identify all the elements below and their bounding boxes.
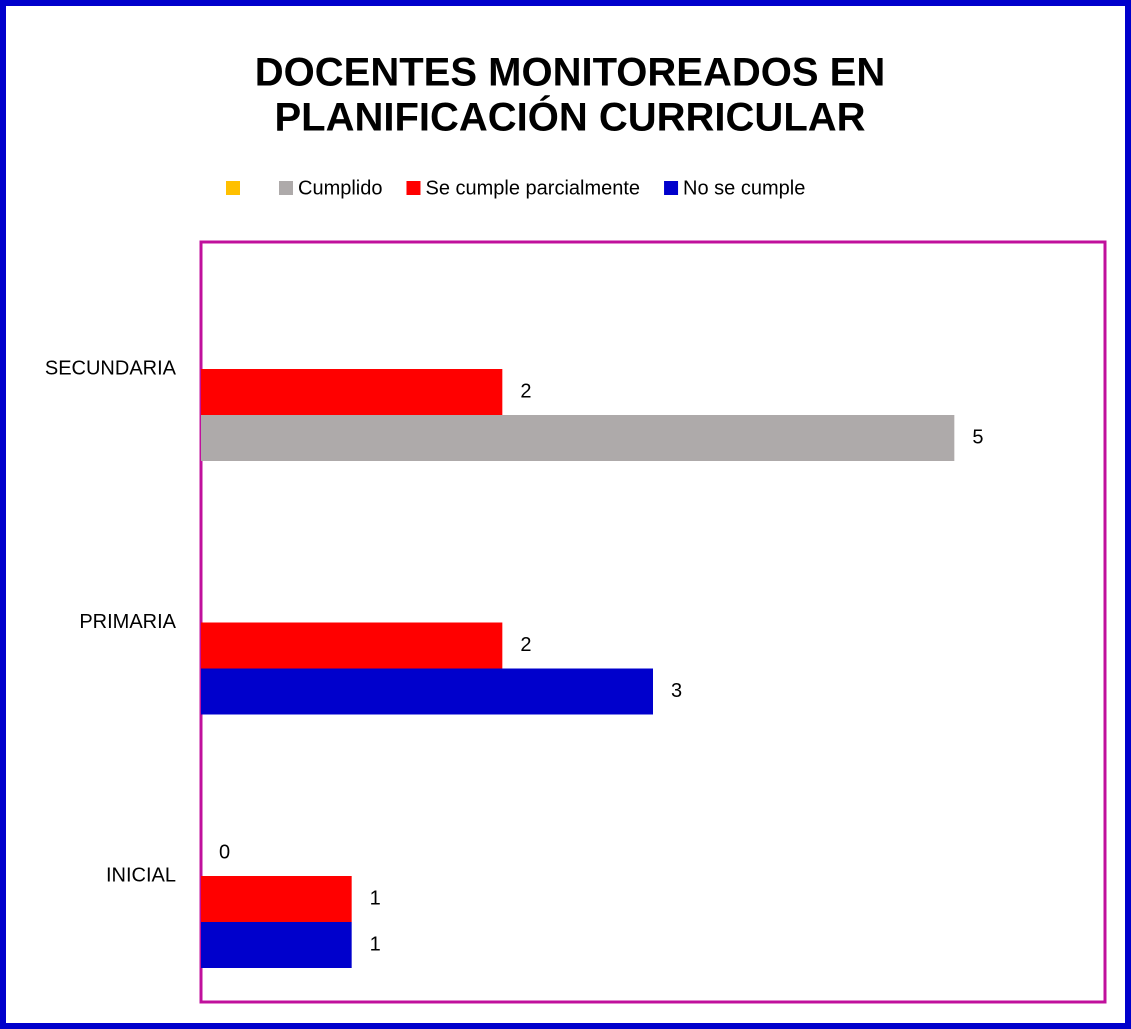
- legend-label: No se cumple: [683, 177, 805, 199]
- legend-swatch: [664, 181, 679, 195]
- bar: [201, 876, 352, 922]
- data-label: 2: [520, 380, 531, 402]
- bar: [201, 622, 503, 669]
- legend-label: Cumplido: [298, 177, 382, 199]
- data-label: 2: [520, 634, 531, 656]
- legend-label: Se cumple parcialmente: [425, 177, 640, 199]
- data-label: 3: [671, 680, 682, 702]
- bar: [201, 369, 503, 415]
- data-label: 0: [219, 841, 230, 863]
- bar: [201, 668, 653, 715]
- legend-swatch: [226, 181, 240, 195]
- legend-swatch: [279, 181, 293, 195]
- data-label: 5: [972, 426, 983, 448]
- data-label: 1: [370, 933, 381, 955]
- bar: [201, 922, 352, 968]
- data-label: 1: [370, 887, 381, 909]
- plot-area: [199, 240, 1107, 1004]
- chart-title: DOCENTES MONITOREADOS EN: [255, 51, 885, 95]
- legend-swatch: [406, 181, 421, 195]
- chart-title: PLANIFICACIÓN CURRICULAR: [274, 94, 865, 140]
- category-label: SECUNDARIA: [45, 357, 177, 379]
- category-label: INICIAL: [106, 864, 176, 886]
- category-label: PRIMARIA: [79, 611, 176, 633]
- bar: [201, 415, 955, 461]
